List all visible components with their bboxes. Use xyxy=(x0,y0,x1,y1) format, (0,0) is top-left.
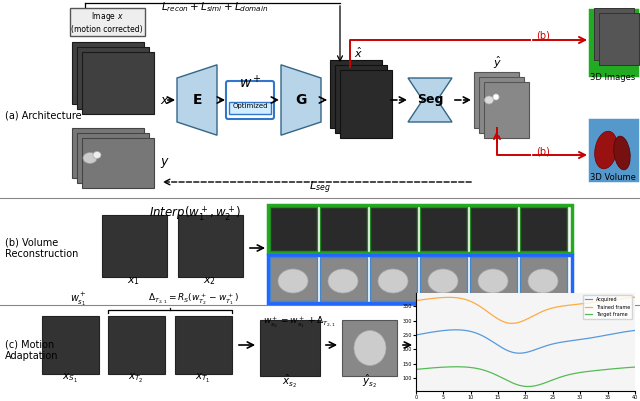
Bar xyxy=(590,120,637,180)
Text: $x$: $x$ xyxy=(160,93,170,107)
Text: $\Delta_{T_{2,1}} = R_S(w_{T_2}^+ - w_{T_1}^+)$: $\Delta_{T_{2,1}} = R_S(w_{T_2}^+ - w_{T… xyxy=(148,292,238,307)
Ellipse shape xyxy=(93,152,101,158)
Bar xyxy=(70,8,145,36)
Text: G: G xyxy=(295,93,307,107)
Ellipse shape xyxy=(83,152,97,164)
Text: $\hat{y}$: $\hat{y}$ xyxy=(493,55,502,71)
Polygon shape xyxy=(177,65,217,135)
Text: $x_{T_1}$: $x_{T_1}$ xyxy=(195,371,211,385)
Bar xyxy=(474,72,519,128)
Bar xyxy=(370,257,417,301)
Bar xyxy=(470,207,517,251)
Bar xyxy=(330,60,382,128)
Ellipse shape xyxy=(528,269,558,293)
FancyBboxPatch shape xyxy=(226,81,274,119)
Text: $x_{T_2}$: $x_{T_2}$ xyxy=(128,371,144,385)
Bar xyxy=(470,257,517,301)
Bar xyxy=(590,10,637,75)
Ellipse shape xyxy=(278,269,308,293)
Bar xyxy=(77,47,149,109)
Text: 3D Images: 3D Images xyxy=(590,73,636,83)
Bar xyxy=(42,316,99,374)
Text: (a) Architecture: (a) Architecture xyxy=(5,110,82,120)
Ellipse shape xyxy=(328,269,358,293)
Polygon shape xyxy=(408,78,452,122)
Text: $w^+$: $w^+$ xyxy=(239,74,262,92)
Text: E: E xyxy=(192,93,202,107)
Bar xyxy=(335,65,387,133)
Text: $w_{s_1}^+$: $w_{s_1}^+$ xyxy=(70,291,86,308)
Bar xyxy=(520,257,567,301)
Text: $L_{seg}$: $L_{seg}$ xyxy=(309,180,331,196)
Text: Seg: Seg xyxy=(417,93,443,107)
Bar xyxy=(77,133,149,183)
Polygon shape xyxy=(281,65,321,135)
Text: (b): (b) xyxy=(536,31,550,41)
Text: Optimized: Optimized xyxy=(232,103,268,109)
Ellipse shape xyxy=(354,330,386,365)
Bar xyxy=(82,138,154,188)
Ellipse shape xyxy=(428,269,458,293)
Bar xyxy=(102,215,167,277)
Bar xyxy=(594,8,634,60)
Bar xyxy=(320,207,367,251)
Bar xyxy=(82,52,154,114)
Bar xyxy=(229,102,271,114)
Ellipse shape xyxy=(484,96,493,104)
Bar xyxy=(520,207,567,251)
Text: Image $x$
(motion corrected): Image $x$ (motion corrected) xyxy=(71,10,143,34)
Bar xyxy=(178,215,243,277)
Ellipse shape xyxy=(493,94,499,100)
Bar xyxy=(72,42,144,104)
Bar xyxy=(270,207,317,251)
Text: $\hat{y}_{s_2}$: $\hat{y}_{s_2}$ xyxy=(362,372,378,390)
Bar xyxy=(72,128,144,178)
Bar xyxy=(599,13,639,65)
Ellipse shape xyxy=(614,136,630,170)
Bar xyxy=(342,320,397,376)
Bar xyxy=(340,70,392,138)
Bar xyxy=(175,316,232,374)
Bar xyxy=(370,207,417,251)
Bar xyxy=(270,257,317,301)
Bar xyxy=(268,205,572,253)
Text: $\hat{x}_{s_2}$: $\hat{x}_{s_2}$ xyxy=(282,372,298,390)
Bar xyxy=(484,82,529,138)
Bar xyxy=(320,257,367,301)
Bar xyxy=(260,320,320,376)
Legend: Acquired, Trained frame, Target frame: Acquired, Trained frame, Target frame xyxy=(583,295,632,319)
Text: $\mathit{Interp}(w_1^+, w_2^+)$: $\mathit{Interp}(w_1^+, w_2^+)$ xyxy=(148,204,241,223)
Text: $x_1$: $x_1$ xyxy=(127,275,141,287)
Bar xyxy=(108,316,165,374)
Bar xyxy=(420,257,467,301)
Ellipse shape xyxy=(595,131,618,169)
Bar xyxy=(479,77,524,133)
Text: $x_{S_1}$: $x_{S_1}$ xyxy=(62,371,78,385)
Text: 3D Volume: 3D Volume xyxy=(590,174,636,182)
Bar xyxy=(268,255,572,303)
Text: $y$: $y$ xyxy=(160,156,170,170)
Text: $x_2$: $x_2$ xyxy=(204,275,216,287)
Bar xyxy=(420,207,467,251)
Text: $w_{s_2}^+ = w_{s_1}^+ + \Delta_{T_{2,1}}$: $w_{s_2}^+ = w_{s_1}^+ + \Delta_{T_{2,1}… xyxy=(264,314,337,330)
Text: (b): (b) xyxy=(536,146,550,156)
Ellipse shape xyxy=(478,269,508,293)
Text: $\hat{x}$: $\hat{x}$ xyxy=(353,46,362,60)
Text: $L_{recon} + L_{simi} + L_{domain}$: $L_{recon} + L_{simi} + L_{domain}$ xyxy=(161,0,269,14)
Text: (c) Motion
Adaptation: (c) Motion Adaptation xyxy=(5,339,58,361)
Text: (b) Volume
Reconstruction: (b) Volume Reconstruction xyxy=(5,237,78,259)
Ellipse shape xyxy=(378,269,408,293)
